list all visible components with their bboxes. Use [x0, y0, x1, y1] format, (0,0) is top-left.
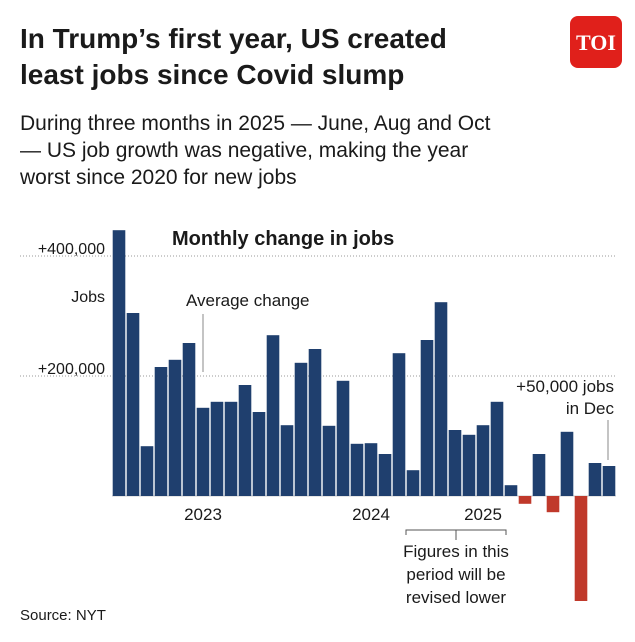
source: Source: NYT — [20, 607, 106, 624]
annotation: +50,000 jobs — [516, 377, 614, 396]
annotation: Figures in this — [403, 542, 509, 561]
bar — [364, 443, 378, 496]
subtitle-line: — US job growth was negative, making the… — [20, 139, 468, 162]
bar — [560, 431, 574, 496]
y-tick-label: +200,000 — [38, 361, 105, 378]
bar — [210, 401, 224, 496]
bar — [322, 425, 336, 496]
x-tick-label: 2023 — [184, 505, 222, 524]
bar — [462, 434, 476, 496]
bar — [406, 470, 420, 496]
bar — [126, 313, 140, 496]
bar — [252, 412, 266, 496]
bar — [336, 380, 350, 496]
bar — [112, 230, 126, 496]
logo-box — [570, 16, 622, 68]
bar — [196, 407, 210, 496]
subtitle-line: During three months in 2025 — June, Aug … — [20, 112, 491, 135]
bar — [546, 496, 560, 513]
bar — [280, 425, 294, 496]
x-tick-label: 2025 — [464, 505, 502, 524]
subtitle-line: worst since 2020 for new jobs — [19, 166, 297, 189]
bar — [490, 401, 504, 496]
bar — [378, 454, 392, 496]
bar — [602, 466, 616, 496]
bar — [420, 340, 434, 496]
bar — [350, 443, 364, 496]
bar — [504, 485, 518, 496]
bar — [238, 385, 252, 496]
title-line: least jobs since Covid slump — [20, 59, 404, 90]
bar — [168, 359, 182, 496]
annotation: revised lower — [406, 588, 506, 607]
bar — [392, 353, 406, 496]
bar — [532, 454, 546, 496]
bar — [476, 425, 490, 496]
y-tick-label: +400,000 — [38, 241, 105, 258]
chart-title: Monthly change in jobs — [172, 228, 394, 250]
bar — [266, 335, 280, 496]
x-tick-label: 2024 — [352, 505, 390, 524]
bar — [434, 302, 448, 496]
annotation: in Dec — [566, 399, 615, 418]
title-line: In Trump’s first year, US created — [20, 23, 447, 54]
y-unit: Jobs — [71, 289, 105, 306]
bar — [294, 362, 308, 496]
annotation: Average change — [186, 291, 310, 310]
annotation: period will be — [406, 565, 505, 584]
bar — [308, 349, 322, 496]
bar — [154, 367, 168, 496]
logo: TOI — [576, 30, 616, 55]
bar — [224, 401, 238, 496]
bar — [574, 496, 588, 601]
bar — [448, 430, 462, 496]
bar — [588, 463, 602, 496]
bar — [140, 446, 154, 496]
bar — [182, 343, 196, 496]
bar — [518, 496, 532, 504]
